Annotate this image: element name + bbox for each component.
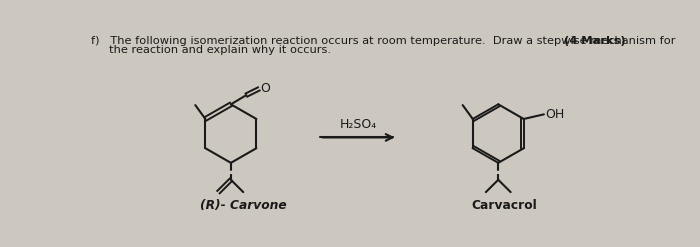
Text: H₂SO₄: H₂SO₄ (340, 118, 377, 131)
Text: (R)- Carvone: (R)- Carvone (200, 199, 286, 212)
Text: f)   The following isomerization reaction occurs at room temperature.  Draw a st: f) The following isomerization reaction … (92, 36, 676, 46)
Text: OH: OH (545, 108, 565, 121)
Text: Carvacrol: Carvacrol (471, 199, 537, 212)
Text: (4 Marks): (4 Marks) (564, 36, 626, 46)
Text: O: O (260, 82, 270, 95)
Text: the reaction and explain why it occurs.: the reaction and explain why it occurs. (92, 45, 331, 55)
